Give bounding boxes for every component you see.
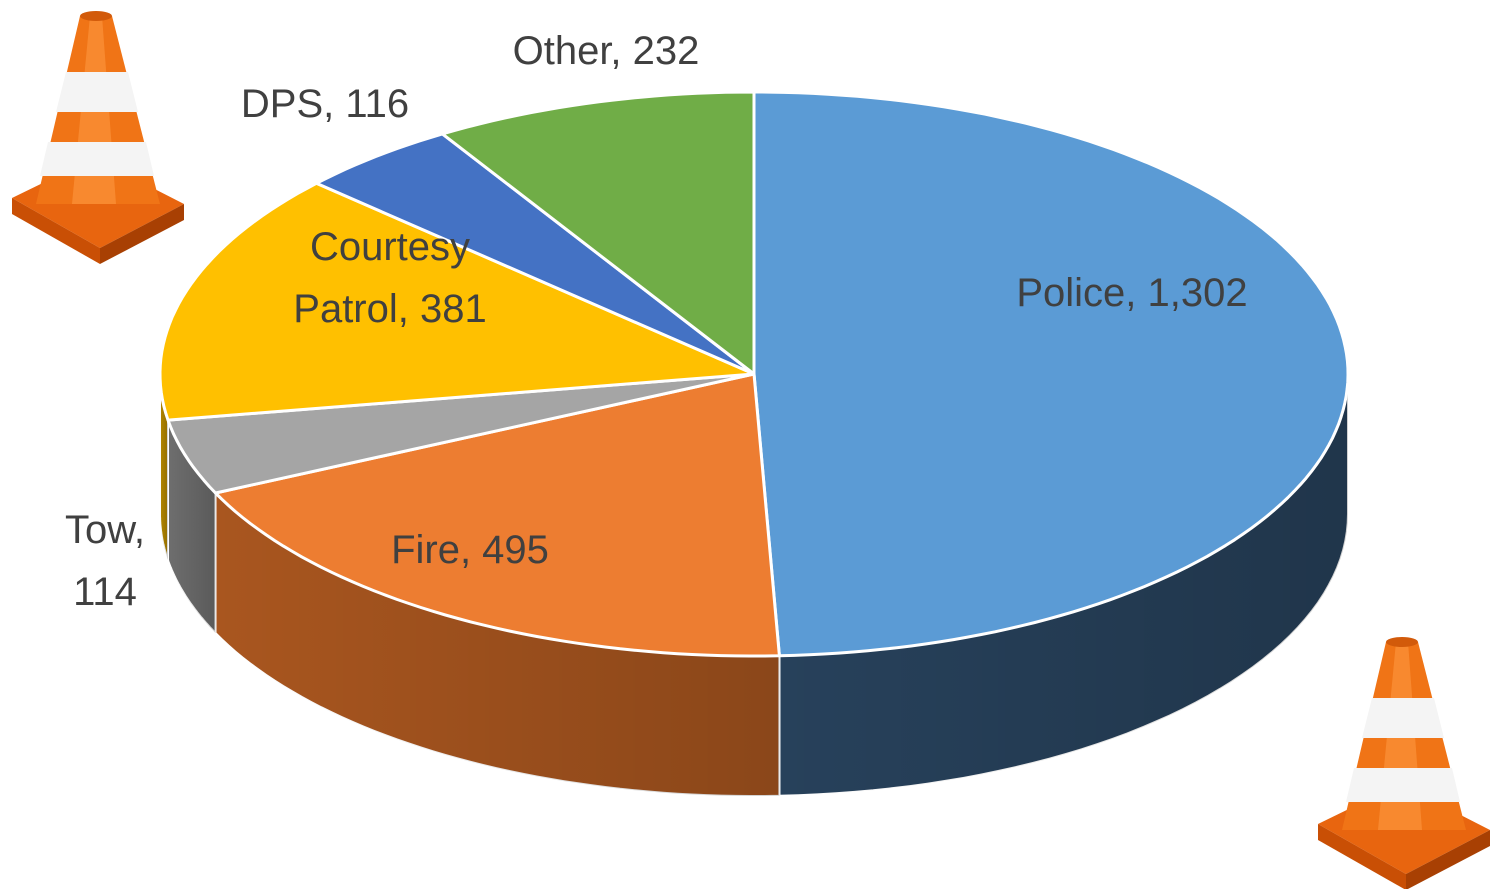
pie-slice-tow — [166, 372, 756, 495]
pie-labels: Police, 1,302 Fire, 495 Tow, 114 Courtesy Pat… — [65, 29, 1248, 614]
pie-slice-other — [440, 90, 756, 376]
pie-sides — [159, 373, 1349, 797]
data-label-dps: DPS, 116 — [241, 82, 409, 126]
data-label-other: Other, 232 — [513, 29, 700, 73]
pie-side-shade — [160, 374, 168, 561]
data-label-fire: Fire, 495 — [391, 528, 549, 572]
pie-slice-courtesy-patrol — [158, 181, 756, 422]
traffic-cone-icon — [12, 11, 184, 264]
pie-slice-dps — [314, 132, 756, 376]
pie-side-shade — [215, 493, 780, 796]
data-label-tow: Tow, — [65, 508, 145, 552]
pie-slice-police — [752, 90, 1350, 658]
data-label-police: Police, 1,302 — [1016, 271, 1247, 315]
data-label-courtesy-patrol: Courtesy — [310, 225, 470, 269]
traffic-cone-icon — [1318, 637, 1490, 889]
pie-side-shade — [779, 374, 1348, 796]
pie-tops — [158, 90, 1350, 658]
pie-side-shade — [168, 420, 216, 633]
pie-slice-fire — [214, 372, 781, 658]
data-label-courtesy-patrol-line2: Patrol, 381 — [293, 287, 486, 331]
data-label-tow-line2: 114 — [73, 570, 137, 614]
